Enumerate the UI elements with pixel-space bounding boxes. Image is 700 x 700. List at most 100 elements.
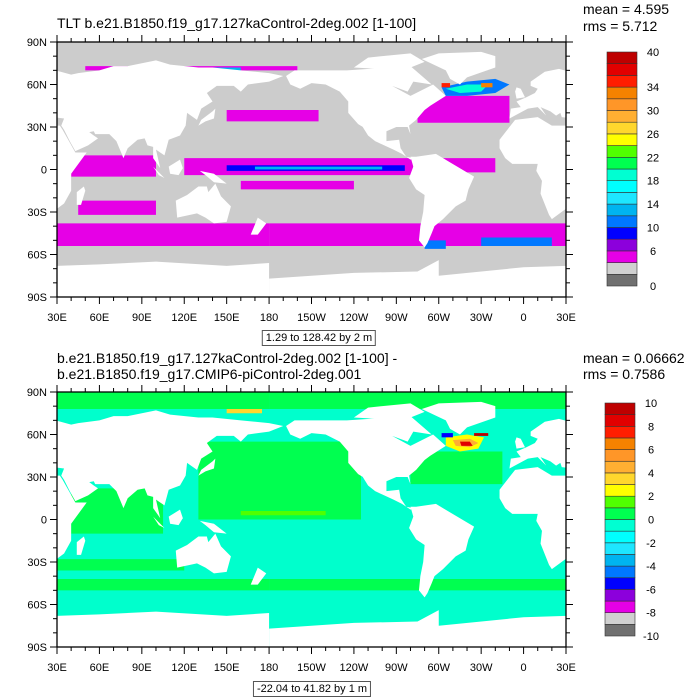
field-region <box>269 392 566 409</box>
colorbar-box <box>604 460 636 474</box>
x-tick-label: 180 <box>260 312 278 324</box>
x-tick-label: 120E <box>171 662 197 674</box>
x-tick-label: 150E <box>214 662 240 674</box>
colorbar-box <box>606 145 638 158</box>
panel-1-mean: mean = 4.595 <box>583 1 670 17</box>
colorbar-box <box>606 273 638 287</box>
colorbar-label: 40 <box>647 47 659 59</box>
x-tick-label: 60W <box>427 662 450 674</box>
land-namerica <box>286 416 446 510</box>
colorbar-box <box>606 63 638 76</box>
land-newguinea <box>199 170 227 184</box>
colorbar-box <box>604 612 636 625</box>
land-newzealand <box>250 567 267 585</box>
field-region <box>417 95 510 123</box>
land-antarctica <box>57 261 270 297</box>
field-region <box>445 84 489 93</box>
land-samerica <box>409 503 475 598</box>
x-tick-label: 90W <box>385 312 408 324</box>
panel-2-title: b.e21.B1850.f19_g17.127kaControl-2deg.00… <box>57 350 398 382</box>
land-sumatra <box>148 512 165 528</box>
x-tick-label: 180 <box>260 662 278 674</box>
land-antarctica <box>57 611 270 647</box>
x-tick-label: 120W <box>340 662 369 674</box>
colorbar-box <box>604 589 636 602</box>
map-panel-2: 30E 60E 90E 120E 150E 180 150W 120W 90W 60W 30W 0 30… <box>6 385 700 674</box>
colorbar-box <box>604 484 636 497</box>
colorbar: 0 6 10 14 18 22 26 30 34 40 <box>606 47 659 293</box>
land-greenland <box>421 401 496 435</box>
x-tick-label: 30W <box>470 312 493 324</box>
land-eurasia <box>509 68 566 119</box>
field-region <box>459 441 473 446</box>
x-tick-label: 150E <box>214 312 240 324</box>
colorbar-box <box>604 554 636 567</box>
panel-2-contour-info: -22.04 to 41.82 by 1 m <box>252 681 372 697</box>
land-uk <box>515 437 525 449</box>
map-panel-1: 30E 60E 90E 120E 150E 180 150W 120W 90W 60W 30W 0 30… <box>0 35 700 324</box>
field-region <box>78 200 156 215</box>
colorbar-box <box>606 203 638 217</box>
colorbar-label: 2 <box>648 491 654 503</box>
colorbar-box <box>604 402 636 415</box>
y-tick-label: 0 <box>41 165 47 177</box>
colorbar-box <box>606 133 638 146</box>
colorbar-box <box>606 192 638 205</box>
field-region <box>0 238 43 247</box>
land-borneo <box>168 509 183 526</box>
land-japan <box>198 108 216 126</box>
colorbar-label: 10 <box>645 398 657 410</box>
field-region <box>410 451 503 485</box>
field-region <box>481 83 493 88</box>
land-madagascar <box>76 536 86 555</box>
y-tick-label: 90S <box>27 642 47 654</box>
colorbar-box <box>604 530 636 544</box>
colorbar-label: -10 <box>643 631 659 643</box>
land-australia <box>175 533 231 574</box>
colorbar-label: 0 <box>648 515 654 527</box>
field-region <box>693 158 700 175</box>
land-africa <box>499 117 566 220</box>
panel-1-contour-info: 1.29 to 128.42 by 2 m <box>261 330 377 346</box>
field-region <box>226 409 263 414</box>
colorbar-label: 10 <box>647 223 659 235</box>
colorbar-label: 8 <box>648 421 654 433</box>
colorbar-box <box>604 437 636 450</box>
x-tick-label: 150W <box>297 662 326 674</box>
x-tick-label: 30W <box>470 662 493 674</box>
field-region <box>57 392 270 409</box>
x-tick-label: 60E <box>90 662 110 674</box>
map-field <box>6 392 700 647</box>
colorbar-label: -8 <box>646 608 656 620</box>
land-uk <box>515 87 525 99</box>
land-borneo <box>168 159 183 176</box>
colorbar-box <box>604 425 636 439</box>
colorbar-box <box>606 180 638 193</box>
field-region <box>424 240 446 249</box>
field-region <box>441 83 451 88</box>
colorbar-label: 6 <box>650 246 656 258</box>
land-newguinea <box>199 520 227 534</box>
x-tick-label: 30E <box>556 662 576 674</box>
colorbar-label: 0 <box>650 281 656 293</box>
land-uk <box>6 437 16 448</box>
x-tick-label: 60W <box>427 312 450 324</box>
colorbar-label: 14 <box>647 199 659 211</box>
land-arctic_islands <box>353 403 425 421</box>
colorbar-box <box>604 507 636 520</box>
field-region <box>71 488 164 534</box>
colorbar-label: 18 <box>647 176 659 188</box>
colorbar-label: -2 <box>646 538 656 550</box>
colorbar-box <box>606 75 638 88</box>
land-madagascar <box>586 537 594 555</box>
panel-2-mean: mean = 0.06662 <box>583 350 685 366</box>
y-tick-label: 30S <box>27 207 47 219</box>
x-tick-label: 60E <box>90 312 110 324</box>
field-region <box>57 559 185 571</box>
colorbar-box <box>606 121 638 135</box>
land-australia <box>685 534 700 574</box>
land-madagascar <box>76 186 86 205</box>
colorbar-box <box>604 565 636 579</box>
colorbar-box <box>606 238 638 252</box>
